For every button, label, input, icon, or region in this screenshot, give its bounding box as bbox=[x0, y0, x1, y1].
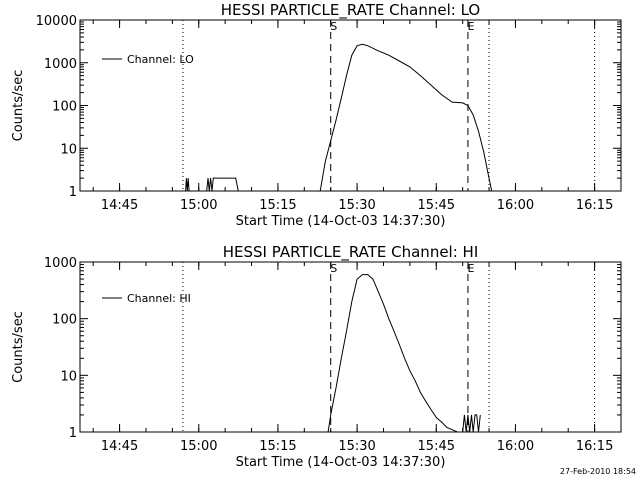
marker-label-s: S bbox=[330, 20, 337, 33]
y-axis-label: Counts/sec bbox=[11, 311, 26, 383]
x-tick-label: 15:45 bbox=[418, 439, 455, 454]
series-line-0 bbox=[185, 43, 493, 192]
x-tick-label: 16:00 bbox=[497, 439, 534, 454]
plot-frame bbox=[79, 261, 622, 433]
y-tick-label: 10000 bbox=[36, 14, 77, 29]
x-tick-label: 14:45 bbox=[101, 439, 138, 454]
y-tick-label: 1000 bbox=[44, 57, 77, 72]
x-tick-label: 15:15 bbox=[259, 198, 296, 213]
x-tick-label: 16:15 bbox=[576, 198, 613, 213]
x-tick-label: 16:00 bbox=[497, 198, 534, 213]
x-axis-label: Start Time (14-Oct-03 14:37:30) bbox=[236, 455, 446, 470]
plot-frame bbox=[79, 19, 622, 192]
y-tick-label: 1 bbox=[69, 185, 77, 200]
y-tick-label: 1000 bbox=[44, 256, 77, 271]
x-tick-label: 15:15 bbox=[259, 439, 296, 454]
x-axis-label: Start Time (14-Oct-03 14:37:30) bbox=[236, 214, 446, 229]
legend-entry: Channel: HI bbox=[127, 292, 191, 305]
marker-label-s: S bbox=[330, 262, 337, 275]
legend-entry: Channel: LO bbox=[127, 53, 194, 66]
marker-label-e: E bbox=[467, 262, 474, 275]
y-tick-label: 100 bbox=[52, 313, 77, 328]
x-tick-label: 16:15 bbox=[576, 439, 613, 454]
x-tick-label: 15:30 bbox=[338, 439, 375, 454]
generation-timestamp: 27-Feb-2010 18:54 bbox=[560, 467, 636, 476]
chart-title: HESSI PARTICLE_RATE Channel: LO bbox=[221, 1, 480, 20]
marker-label-e: E bbox=[467, 20, 474, 33]
chart-panel-1: HESSI PARTICLE_RATE Channel: HI Start Tim… bbox=[11, 243, 622, 470]
y-tick-label: 100 bbox=[52, 100, 77, 115]
chart-panel-0: HESSI PARTICLE_RATE Channel: LO Start Tim… bbox=[11, 1, 622, 229]
y-tick-label: 1 bbox=[69, 426, 77, 441]
x-tick-label: 15:45 bbox=[418, 198, 455, 213]
chart-title: HESSI PARTICLE_RATE Channel: HI bbox=[223, 243, 479, 262]
y-tick-label: 10 bbox=[60, 369, 77, 384]
y-axis-label: Counts/sec bbox=[11, 70, 26, 142]
x-tick-label: 15:30 bbox=[338, 198, 375, 213]
y-tick-label: 10 bbox=[60, 142, 77, 157]
x-tick-label: 15:00 bbox=[180, 439, 217, 454]
x-tick-label: 14:45 bbox=[101, 198, 138, 213]
x-tick-label: 15:00 bbox=[180, 198, 217, 213]
series-line-0 bbox=[327, 274, 481, 433]
